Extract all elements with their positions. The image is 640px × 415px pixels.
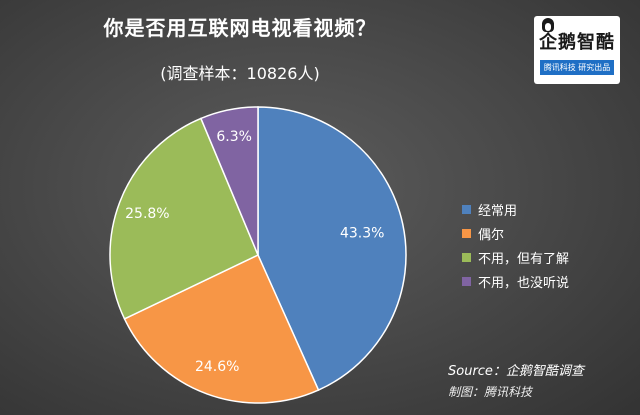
data-label-frequent: 43.3% — [340, 226, 384, 242]
credit-note: 制图：腾讯科技 — [448, 385, 533, 399]
legend-swatch — [462, 252, 471, 262]
penguin-icon — [542, 18, 554, 32]
brand-logo: 企鹅智酷 腾讯科技 研究出品 — [534, 16, 620, 84]
legend-label: 不用，也没听说 — [478, 275, 570, 291]
chart-legend: 经常用 偶尔 不用，但有了解 不用，也没听说 — [462, 197, 569, 293]
source-note: Source：企鹅智酷调查 — [448, 364, 584, 379]
pie-slice-occasional — [123, 253, 320, 404]
legend-label: 偶尔 — [478, 227, 505, 243]
pie-slice-unaware — [199, 106, 259, 256]
legend-label: 经常用 — [478, 203, 518, 219]
chart-title: 你是否用互联网电视看视频？ — [103, 16, 377, 40]
legend-swatch — [462, 228, 471, 238]
legend-item: 不用，但有了解 — [462, 245, 569, 269]
legend-swatch — [462, 276, 471, 286]
legend-item: 不用，也没听说 — [462, 269, 569, 293]
pie-slice-frequent — [257, 106, 407, 392]
logo-name: 企鹅智酷 — [539, 32, 615, 53]
logo-tagline: 腾讯科技 研究出品 — [540, 60, 614, 75]
chart-subtitle: (调查样本：10826人) — [160, 64, 320, 83]
legend-label: 不用，但有了解 — [478, 251, 570, 267]
pie-slice-aware — [109, 117, 259, 320]
data-label-aware: 25.8% — [125, 206, 169, 222]
legend-swatch — [462, 204, 471, 214]
legend-item: 经常用 — [462, 197, 569, 221]
legend-item: 偶尔 — [462, 221, 569, 245]
data-label-occasional: 24.6% — [195, 359, 239, 375]
data-label-unaware: 6.3% — [216, 129, 252, 145]
